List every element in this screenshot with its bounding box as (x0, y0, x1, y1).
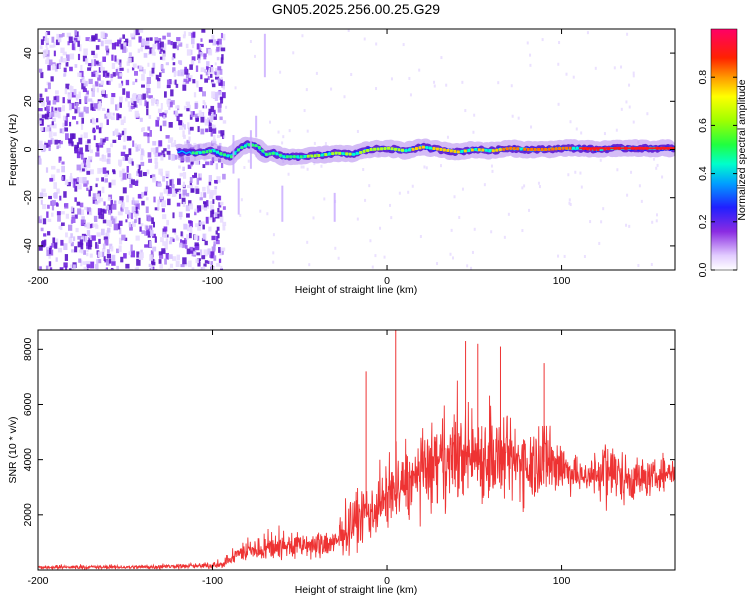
colorbar-tick-label: 0.8 (697, 70, 709, 85)
spectrogram-y-tick-label: -40 (22, 238, 34, 253)
ridge-streaks (232, 33, 336, 222)
snr-y-tick-label: 8000 (22, 337, 34, 361)
spectrogram-x-tick-label: 100 (553, 275, 571, 287)
spectrogram-x-tick-label: 0 (384, 275, 390, 287)
chart-title: GN05.2025.256.00.25.G29 (272, 1, 440, 17)
spectrogram-x-tick-label: -100 (202, 275, 223, 287)
snr-x-tick-label: -100 (202, 575, 223, 587)
snr-y-tick-label: 4000 (22, 448, 34, 472)
snr-y-axis-label: SNR (10 * v/v) (7, 416, 19, 483)
spectrogram-y-tick-label: -20 (22, 190, 34, 205)
colorbar-tick-label: 0.4 (697, 166, 709, 181)
colorbar-tick-label: 0.0 (697, 263, 709, 278)
snr-x-tick-label: -200 (27, 575, 48, 587)
spectrogram-y-axis-label: Frequency (Hz) (7, 114, 19, 186)
noise-speckle (38, 29, 227, 270)
spectral-ridge (171, 136, 675, 166)
snr-x-axis-label: Height of straight line (km) (295, 584, 418, 596)
snr-line (38, 380, 675, 570)
spectrogram-y-tick-label: 20 (22, 95, 34, 107)
spectrogram-x-ticks: -200 -100 0 100 (27, 29, 570, 287)
snr-frame (37, 329, 676, 571)
sparse-speckle (214, 29, 664, 270)
colorbar-gradient (710, 28, 738, 271)
colorbar: 0.0 0.2 0.4 0.6 0.8 Normalized spectral ampl… (697, 28, 748, 278)
snr-series (38, 330, 675, 570)
colorbar-tick-label: 0.6 (697, 118, 709, 133)
spectrogram-heatmap (38, 29, 675, 270)
colorbar-label: Normalized spectral amplitude (736, 79, 748, 220)
snr-y-ticks: 2000 4000 6000 8000 (22, 337, 675, 527)
snr-x-tick-label: 0 (384, 575, 390, 587)
snr-panel: -200 -100 0 100 2000 4000 6000 8000 Height of … (7, 329, 676, 596)
spectrogram-x-tick-label: -200 (27, 275, 48, 287)
snr-x-ticks: -200 -100 0 100 (27, 330, 570, 587)
spectrogram-y-ticks: -40 -20 0 20 40 (22, 47, 675, 253)
snr-y-tick-label: 6000 (22, 393, 34, 417)
spectrogram-y-tick-label: 0 (22, 146, 34, 152)
colorbar-tick-label: 0.2 (697, 214, 709, 229)
snr-y-tick-label: 2000 (22, 503, 34, 527)
snr-x-tick-label: 100 (553, 575, 571, 587)
spectrogram-x-axis-label: Height of straight line (km) (295, 284, 418, 296)
colorbar-ticks: 0.0 0.2 0.4 0.6 0.8 (697, 70, 737, 278)
spectrogram-y-tick-label: 40 (22, 47, 34, 59)
